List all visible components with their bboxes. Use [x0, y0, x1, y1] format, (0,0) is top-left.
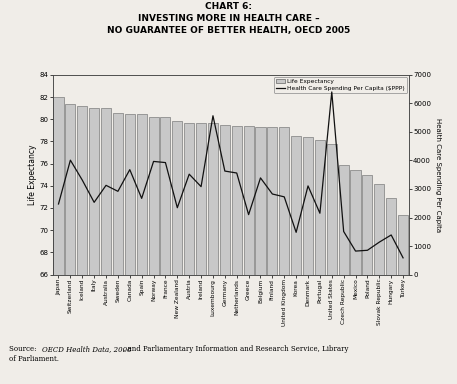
Text: of Parliament.: of Parliament. — [9, 355, 59, 363]
Bar — [386, 198, 396, 384]
Bar — [184, 122, 194, 384]
Bar — [196, 122, 206, 384]
Bar — [374, 184, 384, 384]
Bar — [208, 122, 218, 384]
Bar — [149, 117, 159, 384]
Text: Source:: Source: — [9, 345, 39, 353]
Text: CHART 6:
INVESTING MORE IN HEALTH CARE –
NO GUARANTEE OF BETTER HEALTH, OECD 200: CHART 6: INVESTING MORE IN HEALTH CARE –… — [107, 2, 350, 35]
Bar — [315, 140, 325, 384]
Bar — [160, 117, 170, 384]
Bar — [220, 125, 230, 384]
Bar — [244, 126, 254, 384]
Bar — [101, 108, 111, 384]
Bar — [65, 104, 75, 384]
Bar — [279, 127, 289, 384]
Bar — [327, 144, 337, 384]
Bar — [291, 136, 301, 384]
Bar — [137, 114, 147, 384]
Bar — [53, 97, 64, 384]
Legend: Life Expectancy, Health Care Spending Per Capita ($PPP): Life Expectancy, Health Care Spending Pe… — [274, 77, 407, 93]
Y-axis label: Life Expectancy: Life Expectancy — [27, 144, 37, 205]
Bar — [125, 114, 135, 384]
Bar — [351, 170, 361, 384]
Bar — [398, 215, 408, 384]
Bar — [172, 121, 182, 384]
Bar — [255, 127, 266, 384]
Bar — [362, 175, 372, 384]
Text: , and Parliamentary Information and Research Service, Library: , and Parliamentary Information and Rese… — [123, 345, 349, 353]
Text: OECD Health Data, 2008: OECD Health Data, 2008 — [42, 345, 132, 353]
Bar — [339, 165, 349, 384]
Bar — [267, 127, 277, 384]
Bar — [77, 106, 87, 384]
Bar — [89, 108, 99, 384]
Y-axis label: Health Care Spending Per Capita: Health Care Spending Per Capita — [436, 118, 441, 232]
Bar — [232, 126, 242, 384]
Bar — [113, 113, 123, 384]
Bar — [303, 137, 313, 384]
